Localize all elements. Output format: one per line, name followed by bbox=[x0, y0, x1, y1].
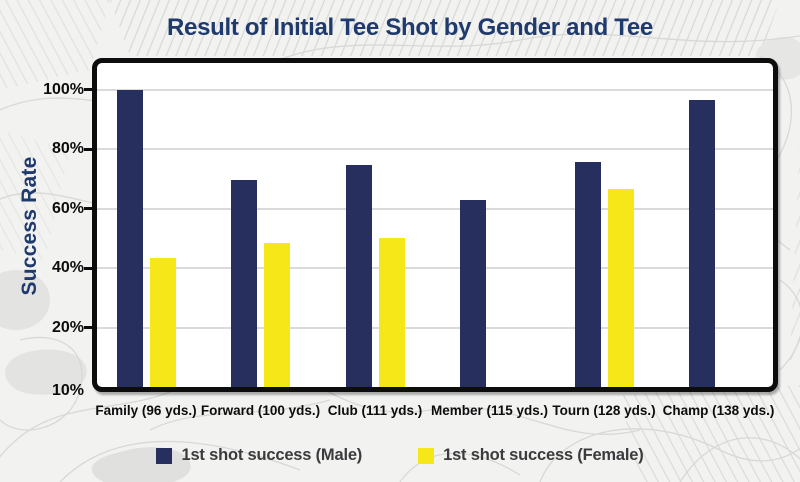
y-tick-mark bbox=[84, 207, 93, 210]
x-category-label: Member (115 yds.) bbox=[430, 403, 549, 418]
y-tick-label: 40% bbox=[51, 259, 84, 276]
bar bbox=[607, 189, 634, 387]
y-tick-mark bbox=[84, 266, 93, 270]
x-category-label: Champ (138 yds.) bbox=[662, 403, 775, 418]
legend-label: 1st shot success (Female) bbox=[443, 446, 644, 464]
bar-group bbox=[689, 63, 749, 387]
y-tick-label: 10% bbox=[51, 382, 84, 399]
gridline bbox=[97, 326, 773, 329]
bar bbox=[378, 238, 405, 387]
gridline bbox=[97, 148, 773, 150]
bar bbox=[345, 165, 372, 387]
chart-plot-area bbox=[92, 58, 778, 392]
legend-swatch bbox=[156, 447, 173, 464]
y-tick-mark bbox=[84, 147, 93, 151]
bar-group bbox=[460, 63, 520, 387]
gridline bbox=[97, 207, 773, 210]
bar bbox=[689, 99, 715, 387]
x-category-label: Family (96 yds.) bbox=[95, 403, 197, 418]
chart-title: Result of Initial Tee Shot by Gender and… bbox=[167, 14, 653, 41]
y-tick-label: 80% bbox=[51, 140, 84, 157]
bar-group bbox=[345, 63, 405, 387]
legend-item: 1st shot success (Male) bbox=[156, 446, 362, 465]
y-tick-label: 60% bbox=[51, 199, 84, 217]
x-category-label: Club (111 yds.) bbox=[327, 403, 423, 418]
gridline bbox=[97, 88, 773, 91]
y-tick-mark bbox=[84, 326, 93, 329]
chart-legend: 1st shot success (Male) 1st shot success … bbox=[0, 446, 800, 465]
bar-group bbox=[116, 63, 176, 387]
bar bbox=[231, 180, 257, 387]
bar bbox=[264, 242, 290, 387]
bar-group bbox=[231, 63, 291, 387]
bar bbox=[116, 89, 143, 387]
y-tick-label: 20% bbox=[51, 318, 84, 336]
bar bbox=[460, 199, 486, 387]
legend-label: 1st shot success (Male) bbox=[181, 446, 363, 464]
bar bbox=[149, 257, 176, 387]
y-tick-mark bbox=[84, 88, 93, 91]
y-tick-label: 100% bbox=[43, 80, 84, 98]
x-category-label: Tourn (128 yds.) bbox=[552, 403, 656, 418]
x-category-label: Forward (100 yds.) bbox=[200, 403, 321, 418]
gridline bbox=[97, 267, 773, 269]
legend-swatch bbox=[418, 447, 435, 464]
bar-group bbox=[574, 63, 634, 387]
legend-item: 1st shot success (Female) bbox=[418, 446, 644, 465]
bar bbox=[574, 162, 601, 387]
